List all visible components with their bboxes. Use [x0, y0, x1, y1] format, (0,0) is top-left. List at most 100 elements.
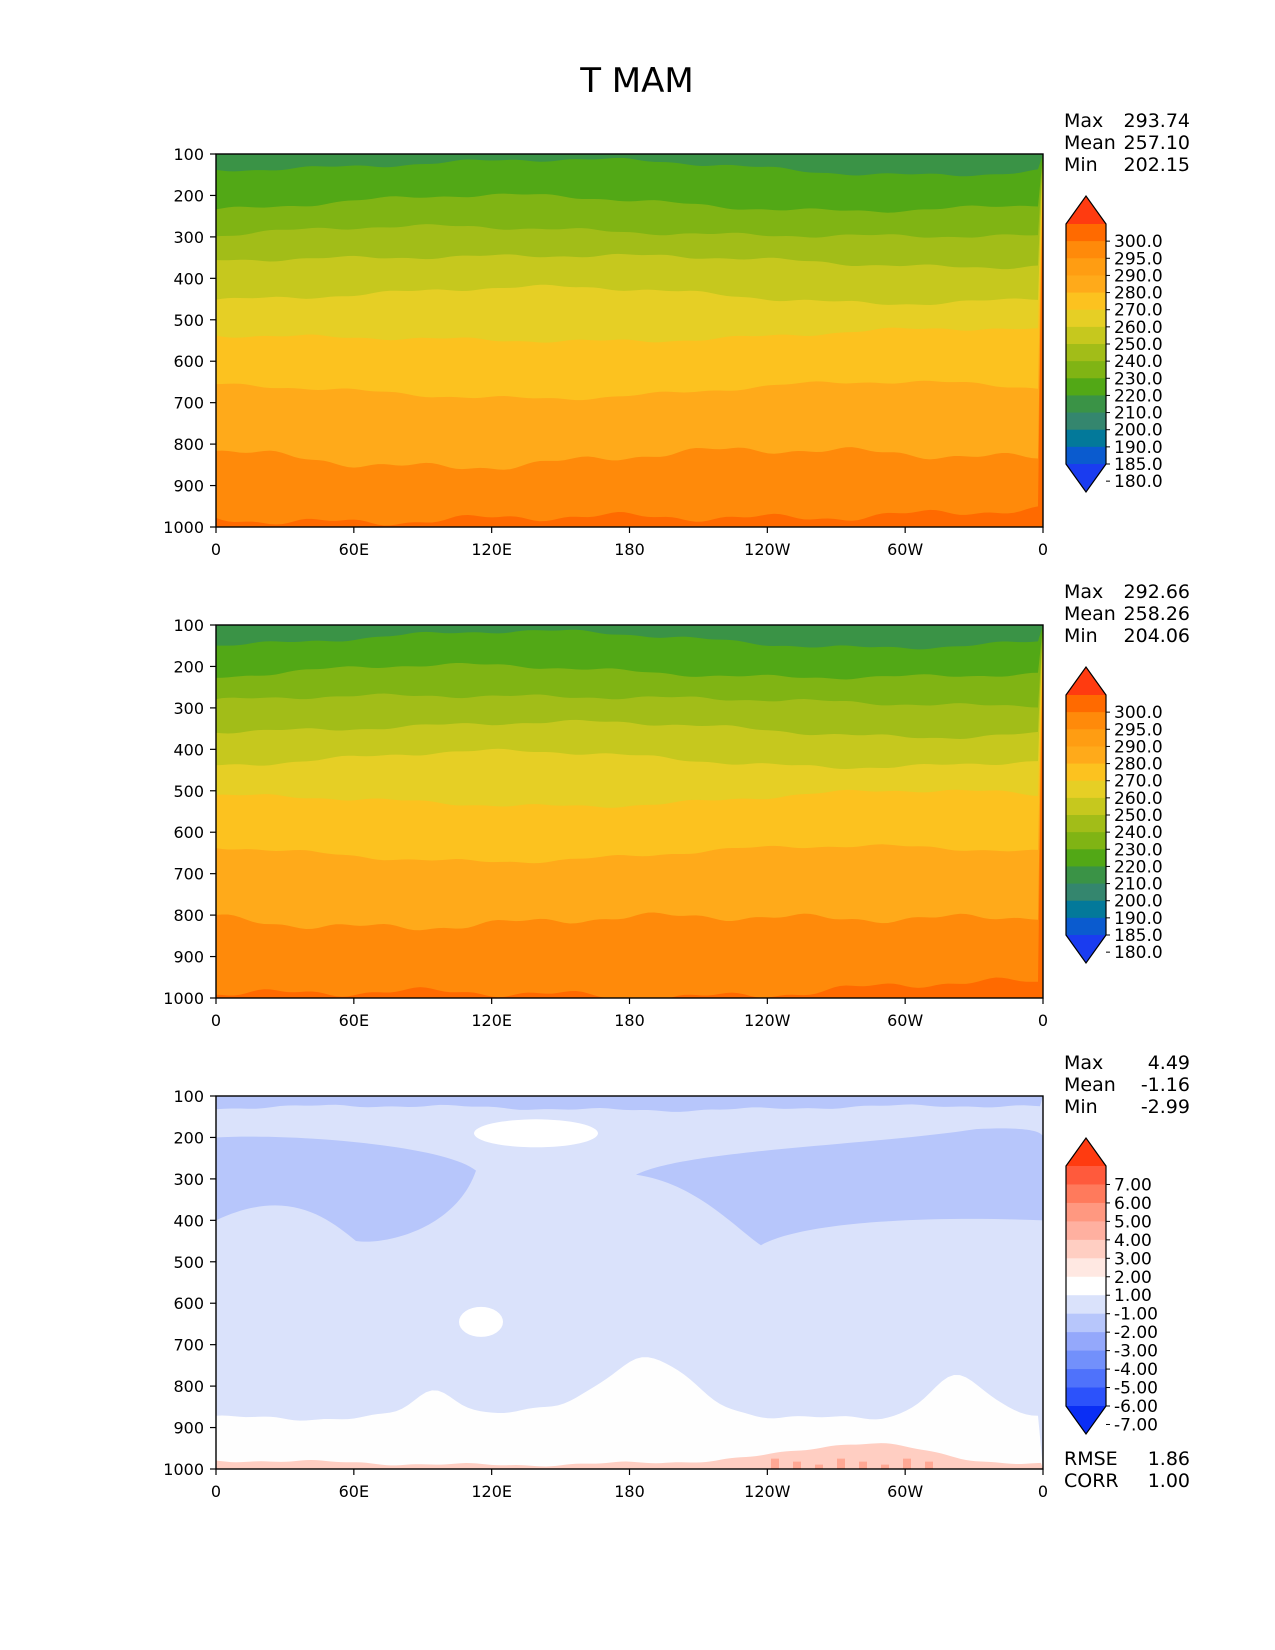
- contour-band: [925, 1461, 933, 1469]
- colorbar: 7.006.005.004.003.002.001.00-1.00-2.00-3…: [1065, 1136, 1158, 1435]
- x-tick-label: 120E: [471, 540, 512, 559]
- contour-band: [771, 1458, 779, 1469]
- colorbar-segment: [1066, 1295, 1106, 1315]
- colorbar-label: -2.00: [1114, 1323, 1158, 1343]
- colorbar-segment: [1066, 1202, 1106, 1222]
- colorbar-extend-bottom: [1066, 1406, 1106, 1434]
- colorbar-segment: [1066, 446, 1106, 465]
- stat-label: Max: [1064, 110, 1103, 132]
- colorbar: 300.0295.0290.0280.0270.0260.0250.0240.0…: [1065, 194, 1163, 494]
- x-tick-label: 120E: [471, 1011, 512, 1030]
- colorbar-label: 230.0: [1114, 840, 1163, 860]
- colorbar-segment: [1066, 361, 1106, 379]
- x-tick-label: 120E: [471, 1482, 512, 1501]
- contour-band: [216, 1443, 1043, 1469]
- x-tick-label: 180: [614, 1482, 645, 1501]
- colorbar-label: 180.0: [1114, 943, 1163, 963]
- colorbar-label: 280.0: [1114, 284, 1163, 304]
- contour-field: [216, 625, 1043, 998]
- y-tick-label: 1000: [163, 989, 204, 1008]
- contour-band: [216, 1096, 1043, 1112]
- colorbar-segment: [1066, 1166, 1106, 1185]
- colorbar-label: 200.0: [1114, 892, 1163, 912]
- stat-value: 257.10: [1124, 132, 1190, 154]
- colorbar-label: 290.0: [1114, 737, 1163, 757]
- y-tick-label: 100: [173, 145, 204, 164]
- stat-label: RMSE: [1064, 1448, 1118, 1470]
- colorbar-label: 270.0: [1114, 772, 1163, 792]
- colorbar-segment: [1066, 241, 1106, 259]
- chart-panel-2: 100 200 300 400 500 600 700 800 900 1000 0 60E 120E 1…: [163, 581, 1190, 1030]
- y-tick-label: 400: [173, 269, 204, 288]
- stat-value: 258.26: [1124, 603, 1190, 625]
- y-tick-label: 1000: [163, 1460, 204, 1479]
- colorbar-label: 6.00: [1114, 1194, 1152, 1214]
- colorbar-label: 185.0: [1114, 926, 1163, 946]
- colorbar-extend-bottom: [1066, 464, 1106, 492]
- colorbar-extend-top: [1066, 196, 1106, 224]
- y-tick-label: 1000: [163, 518, 204, 537]
- colorbar-label: 295.0: [1114, 720, 1163, 740]
- colorbar-segment: [1066, 395, 1106, 414]
- colorbar-segment: [1066, 224, 1106, 242]
- colorbar-label: -3.00: [1114, 1342, 1158, 1362]
- colorbar-label: 200.0: [1114, 421, 1163, 441]
- colorbar-label: 230.0: [1114, 369, 1163, 389]
- y-tick-label: 900: [173, 948, 204, 967]
- chart-panel-1: 100 200 300 400 500 600 700 800 900 1000 0 60E 120E 1…: [163, 110, 1190, 559]
- colorbar-segment: [1066, 275, 1106, 294]
- y-tick-label: 700: [173, 394, 204, 413]
- colorbar-label: 180.0: [1114, 472, 1163, 492]
- colorbar-segment: [1066, 849, 1106, 867]
- colorbar-label: 190.0: [1114, 438, 1163, 458]
- y-tick-label: 200: [173, 657, 204, 676]
- colorbar-segment: [1066, 900, 1106, 919]
- x-tick-label: 0: [211, 1482, 221, 1501]
- colorbar-segment: [1066, 883, 1106, 902]
- colorbar-label: 220.0: [1114, 857, 1163, 877]
- x-tick-label: 120W: [744, 540, 791, 559]
- y-tick-label: 600: [173, 352, 204, 371]
- stat-label: Mean: [1064, 1074, 1116, 1096]
- stat-label: Min: [1064, 154, 1098, 176]
- y-tick-label: 800: [173, 1377, 204, 1396]
- colorbar-label: 295.0: [1114, 249, 1163, 269]
- colorbar-segment: [1066, 1369, 1106, 1389]
- y-tick-label: 300: [173, 699, 204, 718]
- x-tick-label: 60E: [339, 1482, 369, 1501]
- colorbar-label: 5.00: [1114, 1212, 1152, 1232]
- colorbar-segment: [1066, 1184, 1106, 1204]
- colorbar-label: 280.0: [1114, 755, 1163, 775]
- colorbar-label: 220.0: [1114, 386, 1163, 406]
- stat-value: 204.06: [1124, 625, 1190, 647]
- colorbar-segment: [1066, 763, 1106, 782]
- colorbar-label: 250.0: [1114, 335, 1163, 355]
- colorbar-label: 190.0: [1114, 909, 1163, 929]
- colorbar-segment: [1066, 309, 1106, 328]
- stat-label: Min: [1064, 625, 1098, 647]
- colorbar-label: 240.0: [1114, 823, 1163, 843]
- x-tick-label: 0: [211, 540, 221, 559]
- figure-title: T MAM: [579, 61, 694, 101]
- colorbar-segment: [1066, 746, 1106, 765]
- colorbar-segment: [1066, 780, 1106, 799]
- x-tick-label: 0: [1038, 1011, 1048, 1030]
- colorbar-segment: [1066, 1332, 1106, 1352]
- contour-band: [216, 625, 1043, 650]
- x-tick-label: 120W: [744, 1482, 791, 1501]
- y-tick-label: 700: [173, 1336, 204, 1355]
- y-tick-label: 300: [173, 1170, 204, 1189]
- colorbar-label: -7.00: [1114, 1415, 1158, 1435]
- colorbar-extend-top: [1066, 667, 1106, 695]
- x-tick-label: 60W: [887, 540, 923, 559]
- x-tick-label: 60E: [339, 1011, 369, 1030]
- contour-field: [216, 1096, 1043, 1469]
- colorbar-segment: [1066, 815, 1106, 833]
- colorbar-label: 270.0: [1114, 301, 1163, 321]
- x-tick-label: 60W: [887, 1011, 923, 1030]
- colorbar-segment: [1066, 292, 1106, 311]
- colorbar: 300.0295.0290.0280.0270.0260.0250.0240.0…: [1065, 665, 1163, 965]
- y-tick-label: 300: [173, 228, 204, 247]
- y-tick-label: 500: [173, 1253, 204, 1272]
- contour-band: [859, 1461, 867, 1469]
